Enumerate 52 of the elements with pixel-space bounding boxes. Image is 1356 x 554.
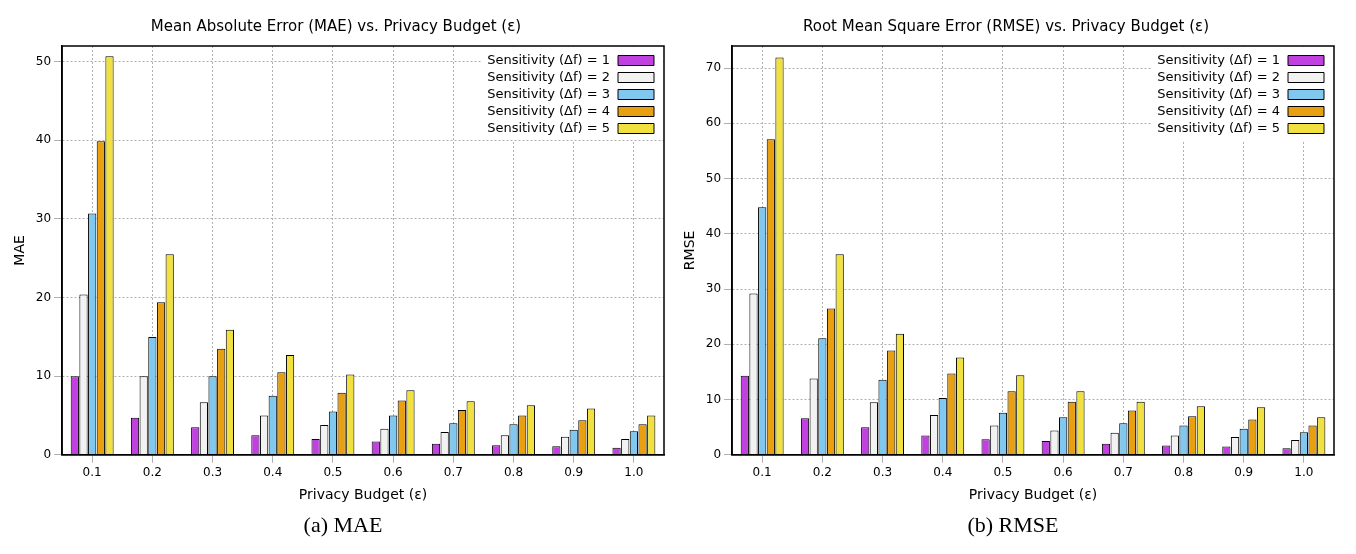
chart-title: Root Mean Square Error (RMSE) vs. Privacy Budget (ε) [803, 16, 1209, 35]
y-tick-label: 10 [35, 368, 52, 383]
x-tick-label: 0.3 [203, 465, 223, 480]
legend-label: Sensitivity (Δf) = 2 [1157, 68, 1280, 84]
y-tick-label: 0 [713, 446, 722, 461]
legend-label: Sensitivity (Δf) = 1 [1157, 51, 1280, 67]
legend-label: Sensitivity (Δf) = 5 [1157, 119, 1280, 135]
y-tick-label: 30 [705, 281, 722, 296]
legend-label: Sensitivity (Δf) = 2 [487, 68, 610, 84]
legend-label: Sensitivity (Δf) = 4 [487, 102, 610, 118]
x-tick-label: 1.0 [1294, 465, 1314, 480]
x-tick-label: 0.8 [1173, 465, 1194, 480]
x-tick-label: 0.5 [993, 465, 1013, 480]
legend-label: Sensitivity (Δf) = 3 [487, 85, 610, 101]
x-tick-label: 0.2 [812, 465, 832, 480]
x-tick-label: 0.6 [1053, 465, 1073, 480]
y-axis-title: MAE [11, 235, 28, 266]
y-tick-label: 70 [705, 60, 722, 75]
legend-label: Sensitivity (Δf) = 3 [1157, 85, 1280, 101]
x-tick-label: 0.9 [1234, 465, 1254, 480]
legend-label: Sensitivity (Δf) = 4 [1157, 102, 1280, 118]
x-tick-label: 0.7 [443, 465, 463, 480]
x-tick-label: 0.3 [873, 465, 893, 480]
y-tick-label: 20 [705, 336, 722, 351]
x-tick-label: 0.9 [564, 465, 584, 480]
y-tick-label: 50 [35, 53, 52, 68]
x-tick-label: 0.6 [383, 465, 403, 480]
x-tick-label: 0.4 [933, 465, 953, 480]
x-axis-title: Privacy Budget (ε) [968, 486, 1098, 503]
text: (b) RMSE [966, 512, 1060, 538]
y-tick-label: 60 [705, 115, 722, 130]
y-tick-label: 40 [705, 225, 722, 240]
x-tick-label: 0.1 [82, 465, 102, 480]
y-tick-label: 40 [35, 132, 52, 147]
legend-label: Sensitivity (Δf) = 5 [487, 119, 610, 135]
y-axis-title: RMSE [681, 230, 698, 271]
x-tick-label: 0.2 [142, 465, 162, 480]
y-tick-label: 30 [35, 211, 52, 226]
y-tick-label: 0 [43, 446, 52, 461]
legend-label: Sensitivity (Δf) = 1 [487, 51, 610, 67]
y-tick-label: 20 [35, 289, 52, 304]
x-tick-label: 0.8 [503, 465, 524, 480]
x-axis-title: Privacy Budget (ε) [298, 486, 428, 503]
x-tick-label: 1.0 [624, 465, 644, 480]
y-tick-label: 10 [705, 391, 722, 406]
chart-title: Mean Absolute Error (MAE) vs. Privacy Budget (ε) [150, 16, 522, 35]
x-tick-label: 0.7 [1113, 465, 1133, 480]
text: (a) MAE [302, 512, 384, 538]
x-tick-label: 0.1 [752, 465, 772, 480]
x-tick-label: 0.4 [263, 465, 283, 480]
x-tick-label: 0.5 [323, 465, 343, 480]
y-tick-label: 50 [705, 170, 722, 185]
